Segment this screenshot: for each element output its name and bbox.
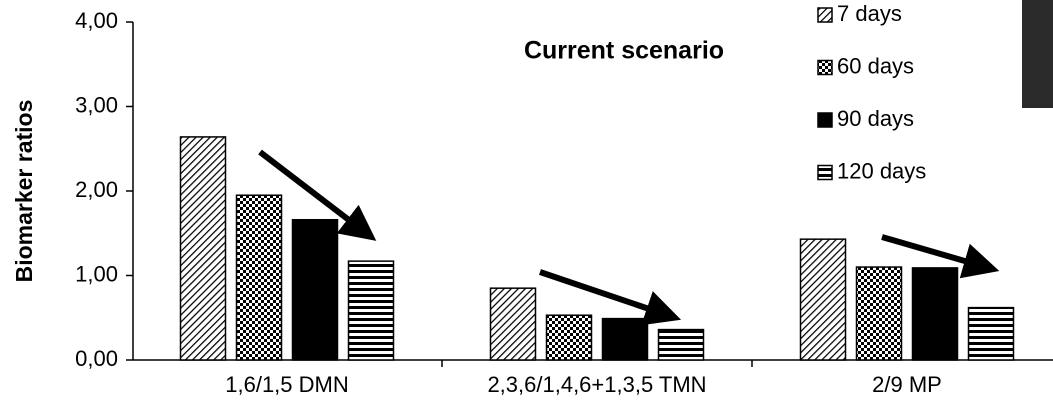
bar — [911, 267, 959, 361]
bar — [657, 328, 705, 361]
y-tick-label: 1,00 — [75, 261, 118, 286]
x-tick-label: 2/9 MP — [872, 372, 942, 397]
x-tick-label: 1,6/1,5 DMN — [225, 372, 349, 397]
chart-title: Current scenario — [524, 37, 724, 65]
legend-swatch — [817, 7, 833, 23]
bar — [799, 238, 847, 361]
legend-label: 120 days — [837, 158, 926, 183]
legend-label: 60 days — [837, 53, 914, 78]
bar — [855, 266, 903, 361]
y-axis-label: Biomarker ratios — [11, 100, 37, 283]
bar — [347, 260, 395, 361]
y-tick-label: 4,00 — [75, 8, 118, 33]
legend-swatch — [817, 164, 833, 181]
legend-label: 90 days — [837, 106, 914, 131]
bar — [179, 136, 227, 361]
x-tick-label: 2,3,6/1,4,6+1,3,5 TMN — [487, 372, 706, 397]
bar — [545, 314, 593, 361]
bar — [967, 306, 1015, 361]
bar — [235, 194, 283, 361]
y-tick-label: 0,00 — [75, 346, 118, 371]
legend-swatch — [817, 59, 833, 76]
y-tick-label: 3,00 — [75, 92, 118, 117]
legend-label: 7 days — [837, 1, 902, 26]
bar — [291, 218, 339, 361]
y-tick-label: 2,00 — [75, 177, 118, 202]
trend-arrows — [258, 149, 1000, 326]
photo-fragment — [1022, 0, 1053, 108]
bar — [489, 287, 537, 361]
bar — [601, 317, 649, 361]
legend-swatch — [817, 112, 833, 128]
